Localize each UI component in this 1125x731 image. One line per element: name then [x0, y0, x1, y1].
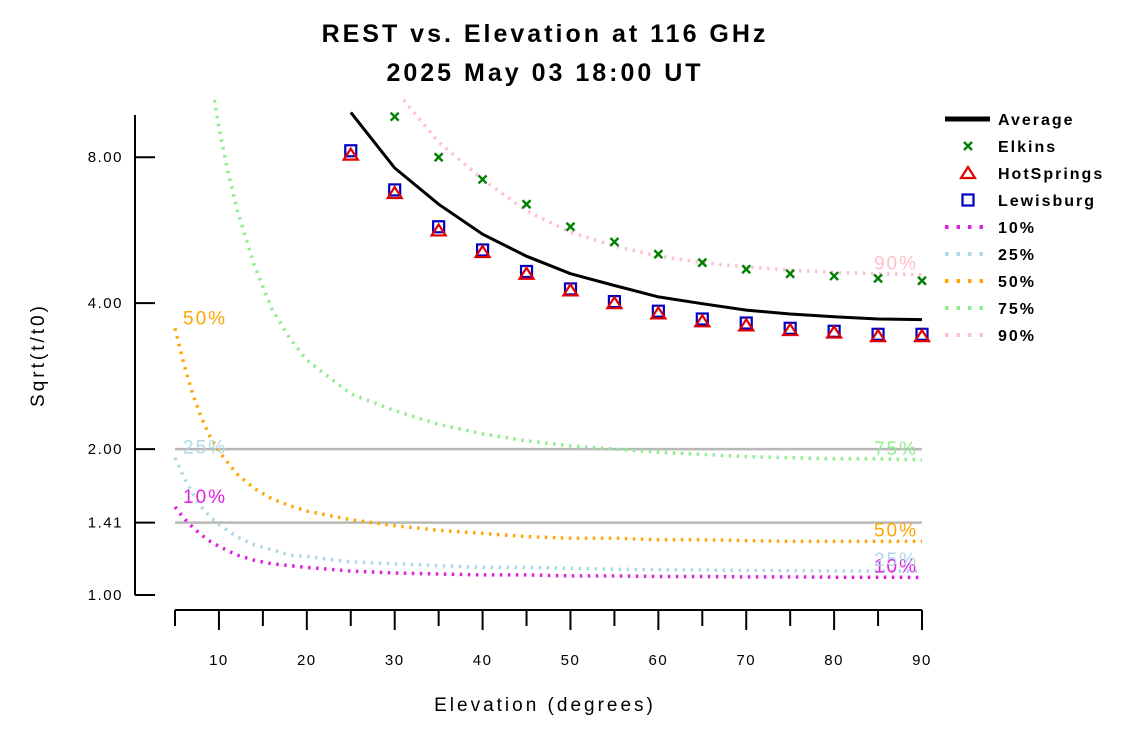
- point-hotsprings-80: [825, 324, 844, 339]
- reference-lines: [175, 447, 922, 524]
- point-elkins-55: [609, 237, 620, 247]
- y-tick-label-8.00: 8.00: [88, 149, 123, 166]
- point-hotsprings-50: [561, 282, 580, 297]
- curve-label-left-50pct: 50%: [183, 308, 227, 329]
- point-elkins-90: [917, 275, 927, 286]
- point-hotsprings-30: [385, 184, 404, 200]
- legend-swatch-lewisburg: [961, 193, 975, 207]
- point-elkins-50: [565, 221, 576, 232]
- curve-label-right-90pct: 90%: [874, 254, 918, 275]
- legend-label-25pct: 25%: [998, 247, 1036, 264]
- chart-subtitle: 2025 May 03 18:00 UT: [386, 59, 703, 87]
- legend-item-hotsprings: HotSprings: [958, 164, 1104, 183]
- point-hotsprings-55: [605, 295, 624, 310]
- legend-item-elkins: Elkins: [963, 139, 1057, 156]
- legend-item-lewisburg: Lewisburg: [961, 193, 1096, 210]
- series-line-10pct: [173, 505, 923, 580]
- point-elkins-75: [785, 268, 796, 279]
- legend-swatch-elkins: [963, 141, 973, 151]
- point-elkins-85: [873, 273, 883, 284]
- legend-item-50pct: 50%: [945, 274, 1036, 291]
- legend-label-elkins: Elkins: [998, 139, 1057, 156]
- x-tick-label-50: 50: [561, 652, 581, 669]
- series-line-25pct: [173, 456, 922, 573]
- point-hotsprings-40: [473, 243, 492, 259]
- legend-item-25pct: 25%: [945, 247, 1036, 264]
- point-hotsprings-75: [781, 322, 800, 337]
- curve-label-left-25pct: 25%: [183, 438, 227, 459]
- axes: 1.00 1.41 2.00 4.00 8.00 10 20 30 40 50 60 70 80 90: [88, 115, 932, 669]
- x-tick-label-30: 30: [385, 652, 405, 669]
- series-average: [349, 111, 923, 322]
- point-hotsprings-85: [869, 328, 888, 343]
- x-tick-label-10: 10: [209, 652, 229, 669]
- legend-item-90pct: 90%: [945, 328, 1036, 345]
- point-elkins-60: [653, 249, 664, 259]
- x-tick-label-70: 70: [736, 652, 756, 669]
- legend-label-50pct: 50%: [998, 274, 1036, 291]
- legend-label-10pct: 10%: [998, 220, 1036, 237]
- point-hotsprings-70: [737, 317, 756, 332]
- x-tick-label-60: 60: [649, 652, 669, 669]
- point-lewisburg-30: [388, 183, 402, 197]
- legend-label-average: Average: [998, 112, 1075, 129]
- curve-label-right-50pct: 50%: [874, 520, 918, 541]
- series-hotsprings: [341, 146, 932, 343]
- legend: Average Elkins HotSprings Lewisburg 10% 25% 50…: [945, 112, 1104, 345]
- legend-item-average: Average: [945, 112, 1075, 129]
- series-50pct: [173, 327, 922, 544]
- point-hotsprings-25: [341, 146, 360, 161]
- curve-label-right-75pct: 75%: [874, 439, 918, 460]
- series-75pct: [212, 99, 923, 462]
- legend-label-lewisburg: Lewisburg: [998, 193, 1096, 210]
- series-10pct: [173, 505, 923, 580]
- legend-item-75pct: 75%: [945, 301, 1036, 318]
- point-elkins-40: [477, 174, 488, 185]
- chart-title: REST vs. Elevation at 116 GHz: [322, 20, 769, 48]
- legend-item-10pct: 10%: [945, 220, 1036, 237]
- point-lewisburg-35: [432, 220, 446, 234]
- y-axis-title: Sqrt(t/t0): [28, 303, 49, 407]
- curve-label-right-10pct: 10%: [874, 556, 918, 577]
- series-line-average: [349, 111, 923, 322]
- point-lewisburg-25: [344, 144, 358, 158]
- x-tick-label-80: 80: [824, 652, 844, 669]
- curve-label-right-25pct: 25%: [874, 550, 918, 571]
- point-elkins-35: [433, 152, 444, 163]
- curve-label-left-10pct: 10%: [183, 487, 227, 508]
- y-tick-label-2.00: 2.00: [88, 441, 123, 458]
- series-elkins: [389, 111, 927, 286]
- point-hotsprings-35: [429, 222, 448, 237]
- curve-labels: 10%10%25%25%50%50%75%90%: [183, 254, 918, 578]
- point-elkins-80: [829, 271, 839, 281]
- point-hotsprings-90: [912, 328, 932, 343]
- point-hotsprings-65: [693, 313, 712, 328]
- series-line-75pct: [212, 99, 923, 462]
- point-hotsprings-45: [517, 265, 536, 280]
- point-elkins-30: [389, 111, 400, 122]
- point-elkins-70: [741, 264, 752, 275]
- y-tick-label-4.00: 4.00: [88, 295, 123, 312]
- legend-label-90pct: 90%: [998, 328, 1036, 345]
- y-tick-label-1.00: 1.00: [88, 587, 123, 604]
- legend-label-hotsprings: HotSprings: [998, 166, 1104, 183]
- x-axis-title: Elevation (degrees): [434, 695, 656, 716]
- series-25pct: [173, 456, 922, 573]
- x-tick-label-20: 20: [297, 652, 317, 669]
- point-elkins-65: [697, 257, 708, 268]
- point-hotsprings-60: [649, 305, 668, 320]
- x-tick-label-40: 40: [473, 652, 493, 669]
- series-layer: [173, 98, 932, 580]
- y-tick-label-1.41: 1.41: [88, 515, 123, 532]
- legend-label-75pct: 75%: [998, 301, 1036, 318]
- series-lewisburg: [344, 144, 929, 341]
- series-line-50pct: [173, 327, 922, 544]
- legend-swatch-hotsprings: [958, 164, 978, 180]
- point-elkins-45: [521, 199, 532, 210]
- x-tick-label-90: 90: [912, 652, 932, 669]
